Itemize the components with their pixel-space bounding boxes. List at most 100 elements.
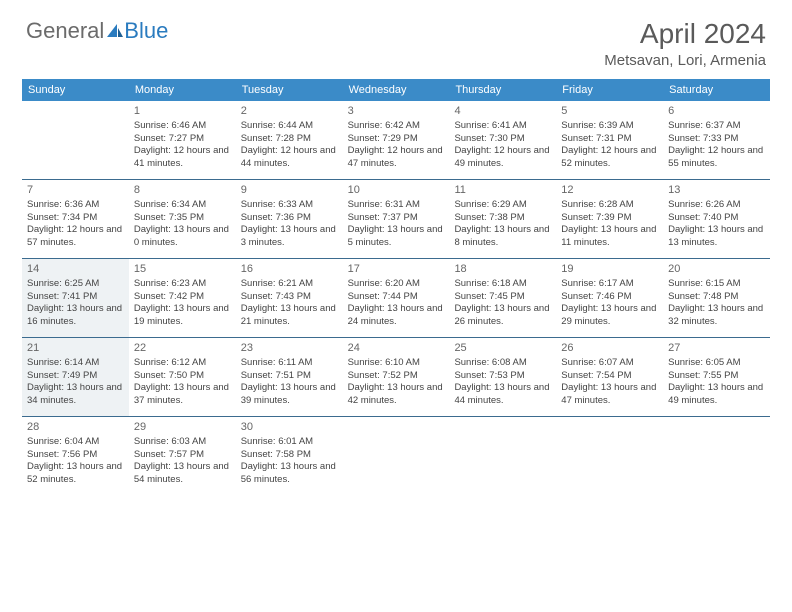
sunrise-line: Sunrise: 6:04 AM — [27, 436, 124, 449]
sunset-line: Sunset: 7:41 PM — [27, 291, 124, 304]
sunset-line: Sunset: 7:58 PM — [241, 449, 338, 462]
calendar-cell: 28Sunrise: 6:04 AMSunset: 7:56 PMDayligh… — [22, 417, 129, 495]
day-number: 6 — [668, 104, 765, 119]
sunset-line: Sunset: 7:45 PM — [454, 291, 551, 304]
day-header-sunday: Sunday — [22, 79, 129, 101]
sunrise-line: Sunrise: 6:11 AM — [241, 357, 338, 370]
day-number: 8 — [134, 183, 231, 198]
day-number: 16 — [241, 262, 338, 277]
sunrise-line: Sunrise: 6:17 AM — [561, 278, 658, 291]
calendar-cell: 22Sunrise: 6:12 AMSunset: 7:50 PMDayligh… — [129, 338, 236, 416]
logo-text-2: Blue — [124, 18, 168, 44]
sunrise-line: Sunrise: 6:14 AM — [27, 357, 124, 370]
day-header-friday: Friday — [556, 79, 663, 101]
title-block: April 2024 Metsavan, Lori, Armenia — [604, 18, 766, 69]
logo-sail-icon — [106, 23, 124, 39]
sunrise-line: Sunrise: 6:37 AM — [668, 120, 765, 133]
sunrise-line: Sunrise: 6:36 AM — [27, 199, 124, 212]
sunrise-line: Sunrise: 6:29 AM — [454, 199, 551, 212]
sunset-line: Sunset: 7:57 PM — [134, 449, 231, 462]
calendar-cell: 16Sunrise: 6:21 AMSunset: 7:43 PMDayligh… — [236, 259, 343, 337]
daylight-line: Daylight: 12 hours and 47 minutes. — [348, 145, 445, 171]
sunset-line: Sunset: 7:50 PM — [134, 370, 231, 383]
sunset-line: Sunset: 7:52 PM — [348, 370, 445, 383]
day-number: 22 — [134, 341, 231, 356]
daylight-line: Daylight: 12 hours and 57 minutes. — [27, 224, 124, 250]
calendar-cell: 2Sunrise: 6:44 AMSunset: 7:28 PMDaylight… — [236, 101, 343, 179]
sunrise-line: Sunrise: 6:33 AM — [241, 199, 338, 212]
day-header-tuesday: Tuesday — [236, 79, 343, 101]
day-number: 17 — [348, 262, 445, 277]
sunset-line: Sunset: 7:43 PM — [241, 291, 338, 304]
sunset-line: Sunset: 7:42 PM — [134, 291, 231, 304]
daylight-line: Daylight: 13 hours and 19 minutes. — [134, 303, 231, 329]
daylight-line: Daylight: 13 hours and 47 minutes. — [561, 382, 658, 408]
sunset-line: Sunset: 7:56 PM — [27, 449, 124, 462]
calendar-cell: 19Sunrise: 6:17 AMSunset: 7:46 PMDayligh… — [556, 259, 663, 337]
daylight-line: Daylight: 13 hours and 37 minutes. — [134, 382, 231, 408]
sunset-line: Sunset: 7:31 PM — [561, 133, 658, 146]
sunrise-line: Sunrise: 6:25 AM — [27, 278, 124, 291]
day-number: 1 — [134, 104, 231, 119]
sunset-line: Sunset: 7:48 PM — [668, 291, 765, 304]
sunrise-line: Sunrise: 6:05 AM — [668, 357, 765, 370]
day-number: 7 — [27, 183, 124, 198]
sunrise-line: Sunrise: 6:42 AM — [348, 120, 445, 133]
sunrise-line: Sunrise: 6:10 AM — [348, 357, 445, 370]
sunset-line: Sunset: 7:55 PM — [668, 370, 765, 383]
day-number: 20 — [668, 262, 765, 277]
calendar-cell: 4Sunrise: 6:41 AMSunset: 7:30 PMDaylight… — [449, 101, 556, 179]
sunrise-line: Sunrise: 6:03 AM — [134, 436, 231, 449]
week-row: 28Sunrise: 6:04 AMSunset: 7:56 PMDayligh… — [22, 417, 770, 495]
daylight-line: Daylight: 13 hours and 5 minutes. — [348, 224, 445, 250]
daylight-line: Daylight: 13 hours and 56 minutes. — [241, 461, 338, 487]
sunset-line: Sunset: 7:40 PM — [668, 212, 765, 225]
day-header-monday: Monday — [129, 79, 236, 101]
calendar-cell: 6Sunrise: 6:37 AMSunset: 7:33 PMDaylight… — [663, 101, 770, 179]
sunset-line: Sunset: 7:34 PM — [27, 212, 124, 225]
sunrise-line: Sunrise: 6:31 AM — [348, 199, 445, 212]
daylight-line: Daylight: 13 hours and 8 minutes. — [454, 224, 551, 250]
day-number: 26 — [561, 341, 658, 356]
daylight-line: Daylight: 12 hours and 52 minutes. — [561, 145, 658, 171]
sunrise-line: Sunrise: 6:28 AM — [561, 199, 658, 212]
daylight-line: Daylight: 13 hours and 24 minutes. — [348, 303, 445, 329]
sunrise-line: Sunrise: 6:23 AM — [134, 278, 231, 291]
sunrise-line: Sunrise: 6:07 AM — [561, 357, 658, 370]
sunset-line: Sunset: 7:54 PM — [561, 370, 658, 383]
daylight-line: Daylight: 13 hours and 32 minutes. — [668, 303, 765, 329]
daylight-line: Daylight: 13 hours and 0 minutes. — [134, 224, 231, 250]
logo-text-1: General — [26, 18, 104, 44]
sunrise-line: Sunrise: 6:26 AM — [668, 199, 765, 212]
day-header-saturday: Saturday — [663, 79, 770, 101]
calendar-cell: 20Sunrise: 6:15 AMSunset: 7:48 PMDayligh… — [663, 259, 770, 337]
sunset-line: Sunset: 7:44 PM — [348, 291, 445, 304]
day-header-wednesday: Wednesday — [343, 79, 450, 101]
calendar-cell: 26Sunrise: 6:07 AMSunset: 7:54 PMDayligh… — [556, 338, 663, 416]
calendar-cell: 14Sunrise: 6:25 AMSunset: 7:41 PMDayligh… — [22, 259, 129, 337]
calendar-cell: 9Sunrise: 6:33 AMSunset: 7:36 PMDaylight… — [236, 180, 343, 258]
daylight-line: Daylight: 13 hours and 44 minutes. — [454, 382, 551, 408]
day-number: 11 — [454, 183, 551, 198]
daylight-line: Daylight: 13 hours and 16 minutes. — [27, 303, 124, 329]
sunset-line: Sunset: 7:51 PM — [241, 370, 338, 383]
location-text: Metsavan, Lori, Armenia — [604, 52, 766, 69]
calendar-cell: 18Sunrise: 6:18 AMSunset: 7:45 PMDayligh… — [449, 259, 556, 337]
week-row: 14Sunrise: 6:25 AMSunset: 7:41 PMDayligh… — [22, 259, 770, 338]
sunset-line: Sunset: 7:46 PM — [561, 291, 658, 304]
calendar-cell — [22, 101, 129, 179]
calendar-cell: 12Sunrise: 6:28 AMSunset: 7:39 PMDayligh… — [556, 180, 663, 258]
daylight-line: Daylight: 13 hours and 34 minutes. — [27, 382, 124, 408]
day-number: 21 — [27, 341, 124, 356]
daylight-line: Daylight: 12 hours and 41 minutes. — [134, 145, 231, 171]
sunset-line: Sunset: 7:39 PM — [561, 212, 658, 225]
day-number: 29 — [134, 420, 231, 435]
week-row: 7Sunrise: 6:36 AMSunset: 7:34 PMDaylight… — [22, 180, 770, 259]
sunset-line: Sunset: 7:28 PM — [241, 133, 338, 146]
sunrise-line: Sunrise: 6:12 AM — [134, 357, 231, 370]
sunrise-line: Sunrise: 6:08 AM — [454, 357, 551, 370]
sunset-line: Sunset: 7:36 PM — [241, 212, 338, 225]
calendar-cell — [343, 417, 450, 495]
sunset-line: Sunset: 7:27 PM — [134, 133, 231, 146]
sunrise-line: Sunrise: 6:39 AM — [561, 120, 658, 133]
